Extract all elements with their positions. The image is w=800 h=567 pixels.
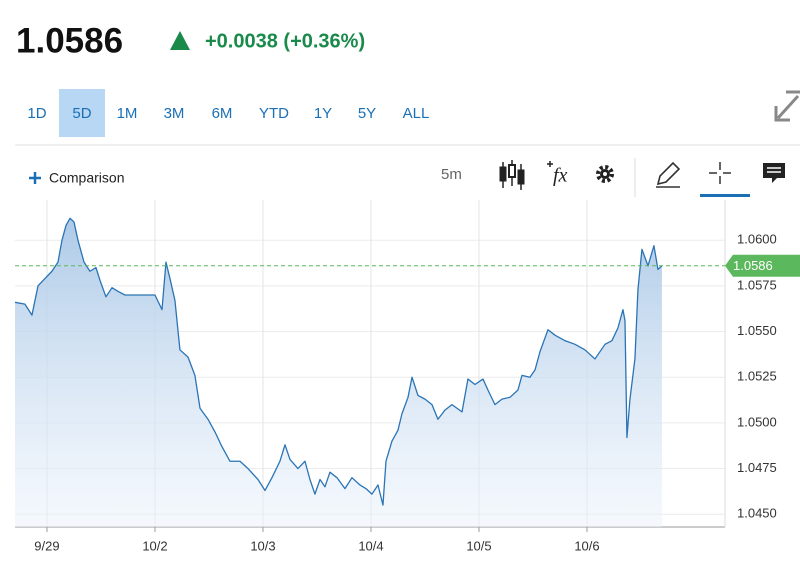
settings-icon[interactable]: [596, 165, 614, 183]
y-tick-label: 1.0500: [737, 414, 777, 429]
x-tick-label: 10/6: [574, 538, 599, 553]
range-tab[interactable]: 1D: [27, 105, 46, 122]
last-price-label: 1.0586: [733, 258, 773, 273]
comparison-label: Comparison: [49, 170, 124, 186]
x-tick-label: 9/29: [34, 538, 59, 553]
range-tab[interactable]: 6M: [212, 105, 233, 122]
y-tick-label: 1.0600: [737, 232, 777, 247]
last-price-tag: [725, 254, 800, 277]
candles-icon[interactable]: [499, 160, 525, 190]
range-tab[interactable]: 1Y: [314, 105, 332, 122]
x-tick-label: 10/3: [250, 538, 275, 553]
range-tab[interactable]: ALL: [403, 105, 430, 122]
range-tab[interactable]: 1M: [117, 105, 138, 122]
studies-icon[interactable]: fx: [547, 161, 568, 187]
range-tab[interactable]: 5D: [72, 105, 91, 122]
x-tick-label: 10/4: [358, 538, 383, 553]
expand-icon[interactable]: [774, 90, 800, 122]
range-tab[interactable]: 3M: [164, 105, 185, 122]
comparison-button[interactable]: Comparison: [29, 170, 124, 186]
x-tick-label: 10/5: [466, 538, 491, 553]
range-tab[interactable]: YTD: [259, 105, 289, 122]
studies-label: fx: [553, 165, 568, 187]
active-tool-underline: [700, 194, 750, 197]
y-tick-label: 1.0450: [737, 506, 777, 521]
y-tick-label: 1.0525: [737, 369, 777, 384]
plus-icon: [29, 172, 41, 184]
area: [15, 218, 662, 527]
comment-icon[interactable]: [763, 163, 785, 183]
price-change: +0.0038 (+0.36%): [205, 30, 365, 52]
y-tick-label: 1.0475: [737, 460, 777, 475]
plot: 1.0450 1.0475 1.0500 1.0525 1.0550 1.0575 1.06…: [14, 200, 800, 553]
price-line: [14, 217, 663, 506]
range-tab[interactable]: 5Y: [358, 105, 376, 122]
tab-selected-bg: [59, 89, 105, 137]
range-tabs: 1D 5D 1M 3M 6M YTD 1Y 5Y ALL: [27, 89, 429, 137]
y-tick-label: 1.0575: [737, 277, 777, 292]
interval[interactable]: 5m: [441, 166, 462, 183]
price: 1.0586: [16, 21, 123, 60]
y-tick-label: 1.0550: [737, 323, 777, 338]
crosshair-icon[interactable]: [709, 162, 731, 184]
draw-icon[interactable]: [656, 161, 681, 188]
up-arrow: [170, 31, 190, 50]
x-tick-label: 10/2: [142, 538, 167, 553]
